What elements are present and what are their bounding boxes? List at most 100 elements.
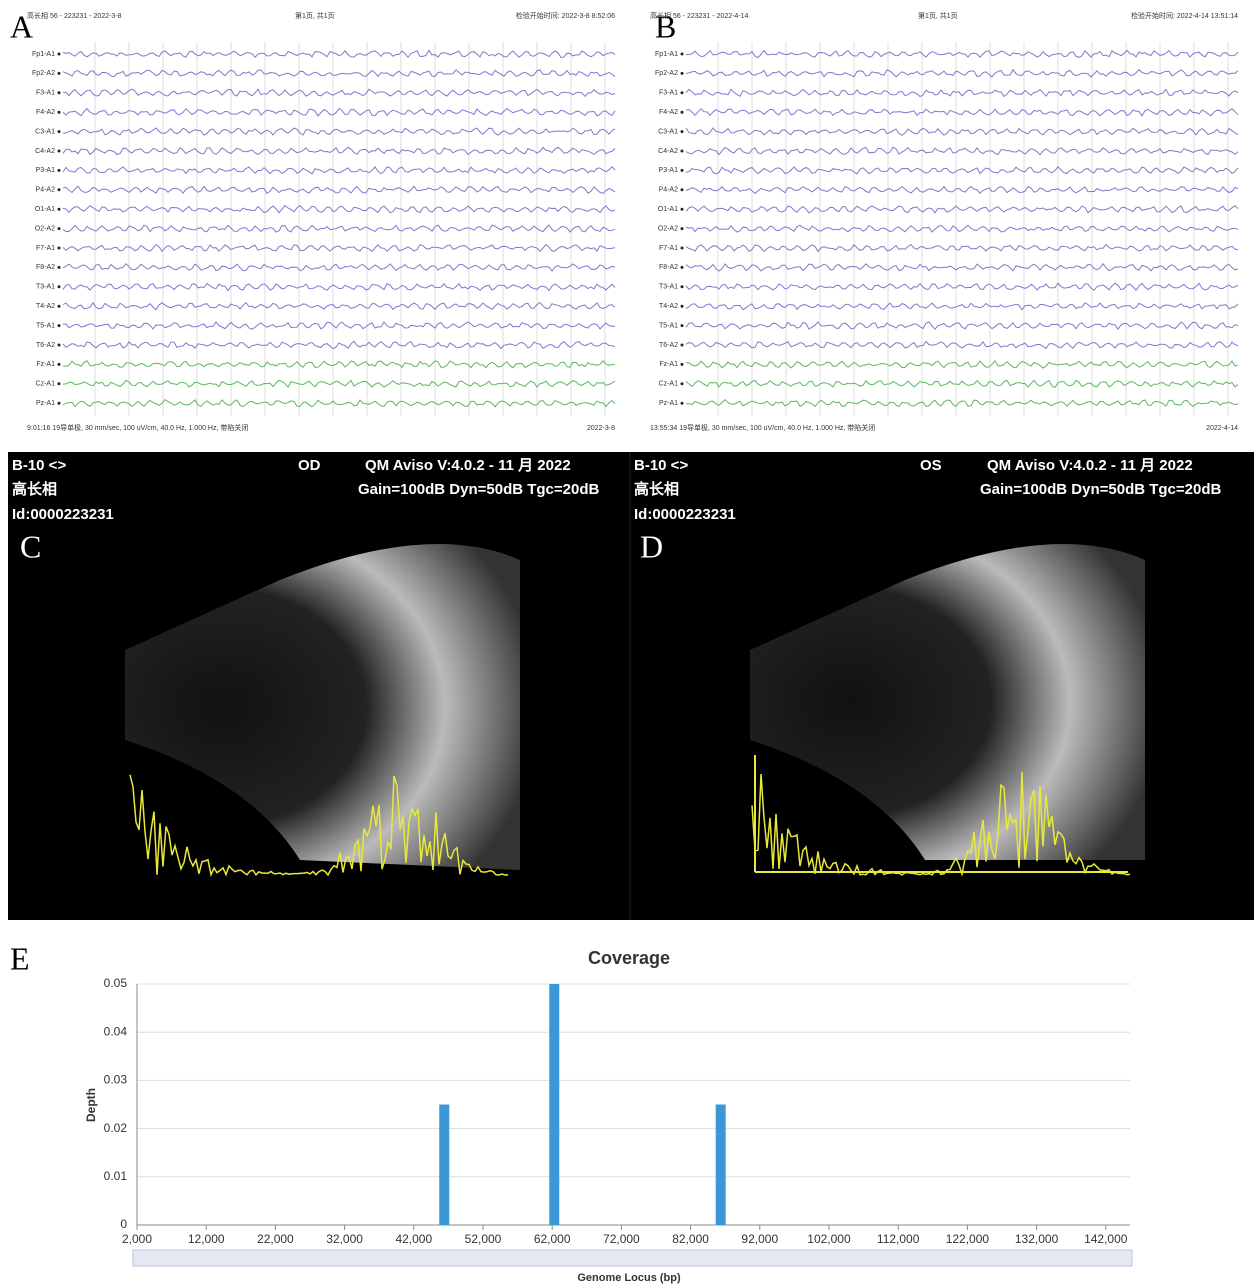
channel-label: P4-A2 <box>659 187 679 194</box>
ultrasound-image <box>125 544 520 870</box>
x-tick-label: 112,000 <box>877 1232 920 1246</box>
channel-dot <box>680 382 684 386</box>
channel-dot <box>57 324 61 328</box>
channel-dot <box>57 382 61 386</box>
x-tick-label: 42,000 <box>395 1232 432 1246</box>
channel-label: Fp2-A2 <box>32 70 55 77</box>
us-mode: B-10 <> <box>12 457 66 474</box>
channel-dot <box>57 149 61 153</box>
eeg-trace <box>62 360 616 369</box>
channel-dot <box>680 285 684 289</box>
y-tick-label: 0.03 <box>104 1073 128 1087</box>
eeg-trace <box>62 127 616 136</box>
channel-label: Pz-A1 <box>36 400 55 407</box>
channel-dot <box>57 401 61 405</box>
x-axis-label: Genome Locus (bp) <box>577 1272 681 1284</box>
eeg-footer: 2022-4-14 <box>1206 425 1238 432</box>
eeg-trace <box>62 165 616 175</box>
channel-dot <box>680 52 684 56</box>
channel-dot <box>57 52 61 56</box>
us-eye: OS <box>920 457 942 474</box>
eeg-header: 第1页, 共1页 <box>918 11 958 20</box>
channel-dot <box>680 188 684 192</box>
eeg-trace <box>62 224 616 233</box>
eeg-trace <box>685 127 1239 136</box>
eeg-trace <box>685 166 1239 175</box>
us-id: Id:0000223231 <box>634 506 736 523</box>
eeg-header: 检验开始时间: 2022-4-14 13:51:14 <box>1131 11 1238 20</box>
channel-label: F8-A2 <box>36 264 55 271</box>
channel-label: C4-A2 <box>658 148 678 155</box>
channel-dot <box>57 130 61 134</box>
eeg-trace <box>685 340 1239 350</box>
channel-label: P4-A2 <box>36 187 56 194</box>
channel-label: F4-A2 <box>659 109 678 116</box>
channel-label: T5-A1 <box>36 322 55 329</box>
channel-dot <box>57 362 61 366</box>
channel-label: Fp1-A1 <box>655 51 678 58</box>
x-tick-label: 142,000 <box>1084 1232 1128 1246</box>
us-eye: OD <box>298 457 321 474</box>
panel-label: A <box>10 8 33 44</box>
channel-dot <box>680 91 684 95</box>
chart-title: Coverage <box>588 948 670 968</box>
eeg-trace <box>685 282 1239 291</box>
eeg-header: 高长相 56 - 223231 - 2022-3-8 <box>27 11 122 20</box>
channel-dot <box>680 110 684 114</box>
channel-label: T4-A2 <box>36 303 55 310</box>
eeg-trace <box>685 49 1239 59</box>
channel-label: P3-A1 <box>659 167 679 174</box>
eeg-trace <box>62 185 616 194</box>
eeg-trace <box>62 107 616 117</box>
channel-dot <box>680 168 684 172</box>
channel-dot <box>57 91 61 95</box>
x-tick-label: 22,000 <box>257 1232 294 1246</box>
bar <box>549 984 560 1225</box>
channel-dot <box>680 71 684 75</box>
channel-label: C3-A1 <box>658 128 678 135</box>
us-name: 高长相 <box>634 480 679 498</box>
panel-label: D <box>640 528 663 564</box>
eeg-trace <box>62 340 616 350</box>
channel-label: F7-A1 <box>36 245 55 252</box>
eeg-trace <box>62 399 616 408</box>
channel-dot <box>680 343 684 347</box>
eeg-header: 检验开始时间: 2022-3-8 8:52:06 <box>516 11 615 20</box>
y-tick-label: 0 <box>120 1217 127 1231</box>
x-tick-label: 82,000 <box>672 1232 709 1246</box>
channel-label: Pz-A1 <box>659 400 678 407</box>
panel-label: E <box>10 940 30 976</box>
eeg-trace <box>685 224 1239 233</box>
eeg-trace <box>685 399 1239 408</box>
ultrasound-image <box>750 544 1145 860</box>
eeg-trace <box>685 302 1239 311</box>
channel-dot <box>57 168 61 172</box>
y-tick-label: 0.01 <box>104 1169 128 1183</box>
channel-label: Cz-A1 <box>36 381 56 388</box>
us-id: Id:0000223231 <box>12 506 114 523</box>
eeg-trace <box>62 301 616 311</box>
channel-label: C4-A2 <box>35 148 55 155</box>
eeg-trace <box>685 321 1239 331</box>
channel-label: O1-A1 <box>35 206 55 213</box>
navigator <box>132 1249 1133 1267</box>
x-tick-label: 2,000 <box>122 1232 152 1246</box>
channel-dot <box>57 110 61 114</box>
channel-dot <box>57 227 61 231</box>
channel-dot <box>57 343 61 347</box>
y-tick-label: 0.05 <box>104 976 128 990</box>
eeg-trace <box>63 88 616 98</box>
channel-dot <box>680 265 684 269</box>
eeg-trace <box>685 360 1239 369</box>
channel-dot <box>680 149 684 153</box>
x-tick-label: 52,000 <box>465 1232 502 1246</box>
x-tick-label: 102,000 <box>807 1232 851 1246</box>
eeg-trace <box>62 321 615 330</box>
eeg-trace <box>685 88 1239 98</box>
channel-dot <box>57 71 61 75</box>
eeg-trace <box>685 146 1239 156</box>
channel-dot <box>680 324 684 328</box>
eeg-trace <box>62 204 616 214</box>
us-mode: B-10 <> <box>634 457 688 474</box>
